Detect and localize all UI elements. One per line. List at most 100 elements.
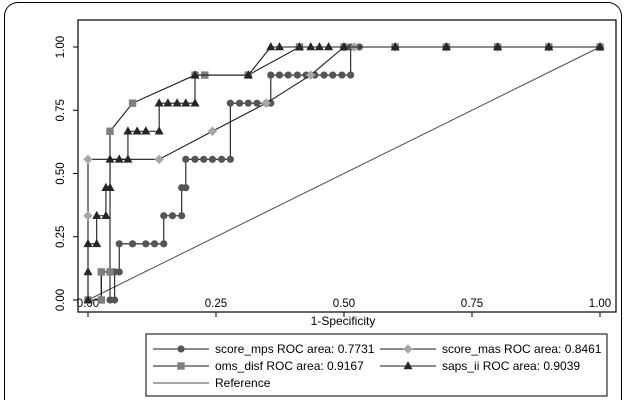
data-point-square: [128, 99, 137, 107]
data-point-circle: [208, 155, 217, 163]
data-point-circle: [111, 296, 119, 304]
y-tick-label: 0.00: [55, 289, 67, 311]
data-point-triangle: [83, 238, 93, 248]
data-point-triangle: [105, 182, 115, 191]
data-point-triangle: [92, 210, 102, 220]
legend-label: oms_disf ROC area: 0.9167: [215, 359, 364, 373]
series-layer: [83, 42, 605, 305]
data-point-circle: [253, 99, 261, 107]
data-point-triangle: [105, 154, 115, 163]
legend-entry: Reference: [153, 376, 271, 390]
data-point-diamond: [154, 154, 164, 165]
data-point-circle: [226, 99, 234, 107]
data-point-circle: [115, 268, 123, 276]
data-point-diamond: [83, 211, 93, 221]
data-point-circle: [347, 71, 355, 79]
data-point-diamond: [305, 70, 316, 80]
data-point-triangle: [294, 42, 304, 51]
legend-marker: [403, 344, 413, 354]
data-point-square: [106, 127, 114, 135]
legend-label: score_mas ROC area: 0.8461: [442, 342, 602, 356]
data-point-triangle: [123, 126, 133, 135]
data-point-circle: [226, 155, 234, 163]
data-point-circle: [168, 212, 177, 220]
legend-entry: score_mps ROC area: 0.7731: [153, 342, 375, 356]
data-point-triangle: [595, 42, 605, 51]
data-point-triangle: [154, 126, 164, 135]
data-point-circle: [178, 212, 186, 220]
legend-label: saps_ii ROC area: 0.9039: [442, 359, 580, 373]
plot-area: [77, 19, 617, 313]
data-point-circle: [338, 71, 346, 79]
data-point-square: [97, 268, 106, 276]
legend-box: [145, 333, 608, 397]
data-point-triangle: [274, 42, 284, 51]
data-point-triangle: [266, 42, 276, 51]
y-tick-label: 0.75: [55, 99, 67, 121]
data-point-circle: [160, 212, 168, 220]
data-point-triangle: [101, 210, 111, 220]
y-tick-label: 0.25: [55, 226, 67, 248]
chart-frame: [4, 2, 622, 400]
data-point-triangle: [493, 42, 503, 51]
data-point-circle: [191, 155, 199, 163]
data-point-square: [106, 268, 114, 276]
data-point-circle: [200, 155, 208, 163]
data-point-triangle: [181, 98, 191, 107]
data-point-circle: [320, 71, 328, 79]
data-point-circle: [182, 184, 190, 192]
x-tick-label: 1.00: [589, 298, 611, 310]
data-point-triangle: [172, 98, 182, 107]
data-point-triangle: [314, 42, 324, 51]
series-line: [87, 46, 601, 301]
data-point-triangle: [441, 42, 451, 51]
data-point-circle: [142, 240, 150, 248]
data-point-triangle: [83, 295, 93, 304]
data-point-circle: [160, 240, 168, 248]
y-tick-label: 1.00: [55, 36, 67, 58]
y-tick-label: 0.50: [55, 162, 67, 184]
data-point-triangle: [190, 98, 200, 107]
data-point-circle: [275, 71, 284, 79]
data-point-circle: [115, 240, 123, 248]
data-point-diamond: [83, 154, 93, 165]
series-saps-ii: [83, 42, 605, 304]
data-point-circle: [244, 99, 252, 107]
data-point-triangle: [83, 266, 93, 276]
axes: 0.000.250.500.751.000.000.250.500.751.00: [55, 36, 611, 317]
data-point-triangle: [123, 154, 133, 163]
data-point-circle: [128, 240, 137, 248]
legend-entry: saps_ii ROC area: 0.9039: [380, 359, 580, 373]
data-point-circle: [150, 240, 159, 248]
data-point-triangle: [92, 238, 102, 248]
data-point-triangle: [544, 42, 554, 51]
data-point-triangle: [154, 98, 164, 107]
data-point-triangle: [190, 70, 200, 79]
legend: score_mps ROC area: 0.7731 score_mas ROC …: [153, 342, 602, 390]
data-point-diamond: [261, 98, 271, 108]
data-point-triangle: [163, 98, 173, 107]
data-point-triangle: [390, 42, 400, 51]
legend-marker: [177, 362, 185, 370]
data-point-circle: [218, 155, 226, 163]
data-point-circle: [284, 71, 292, 79]
legend-marker: [403, 361, 413, 370]
x-tick-label: 0.50: [333, 298, 355, 310]
legend-label: score_mps ROC area: 0.7731: [215, 342, 375, 356]
data-point-square: [97, 296, 106, 304]
data-point-triangle: [324, 42, 334, 51]
legend-entry: score_mas ROC area: 0.8461: [380, 342, 602, 356]
x-tick-label: 0.75: [461, 298, 483, 310]
x-axis-label: 1-Specificity: [311, 314, 376, 328]
data-point-circle: [293, 71, 302, 79]
data-point-circle: [267, 71, 275, 79]
legend-entry: oms_disf ROC area: 0.9167: [153, 359, 364, 373]
legend-marker: [177, 345, 185, 353]
legend-label: Reference: [215, 376, 271, 390]
data-point-circle: [329, 71, 337, 79]
data-point-diamond: [207, 126, 218, 136]
x-tick-label: 0.25: [205, 298, 227, 310]
data-point-triangle: [141, 126, 151, 135]
series-Reference: [87, 46, 601, 301]
